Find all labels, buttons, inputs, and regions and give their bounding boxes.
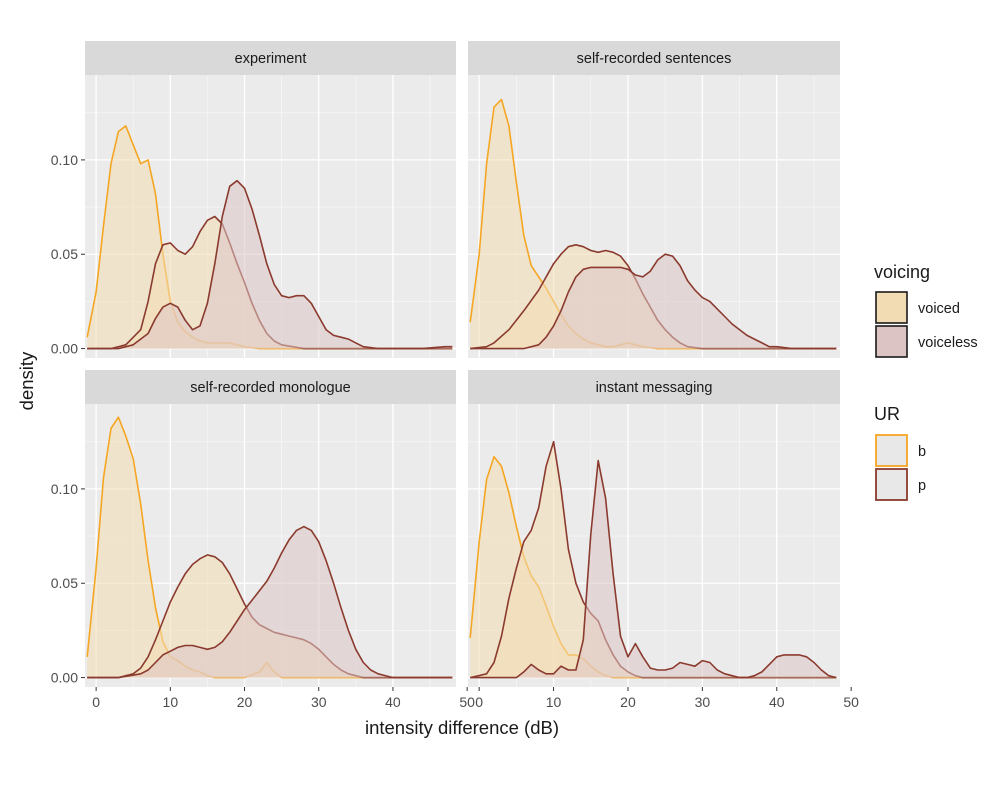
density-layer bbox=[86, 125, 453, 350]
x-tick-label: 10 bbox=[163, 694, 179, 710]
x-tick-label: 30 bbox=[695, 694, 711, 710]
legend-label-voiced: voiced bbox=[918, 301, 960, 317]
x-tick-label: 0 bbox=[92, 694, 100, 710]
legend-voicing: voicing voiced voiceless bbox=[874, 262, 978, 358]
facet-strip bbox=[85, 370, 456, 404]
y-tick-label: 0.10 bbox=[51, 152, 78, 168]
facet-panel-4: instant messaging 0 10 20 30 40 50 bbox=[468, 370, 859, 710]
facet-title: self-recorded sentences bbox=[577, 51, 732, 67]
x-tick-label: 40 bbox=[385, 694, 401, 710]
y-tick-label: 0.00 bbox=[51, 670, 78, 686]
legend-swatch-b bbox=[875, 434, 908, 467]
legend-voicing-title: voicing bbox=[874, 262, 930, 282]
y-tick-label: 0.05 bbox=[51, 246, 78, 262]
facet-strip bbox=[468, 41, 840, 75]
x-tick-label: 50 bbox=[843, 694, 859, 710]
facet-panel-1: experiment 0.00 0.05 0.10 bbox=[51, 41, 468, 358]
legend-swatch-voiced bbox=[875, 291, 908, 324]
y-tick-label: 0.00 bbox=[51, 341, 78, 357]
facet-panel-2: self-recorded sentences bbox=[468, 41, 852, 358]
x-tick-label: 40 bbox=[769, 694, 785, 710]
density-area-voiceless-p bbox=[87, 180, 453, 349]
legend-ur-title: UR bbox=[874, 404, 900, 424]
x-tick-label: 0 bbox=[475, 694, 483, 710]
y-axis-title: density bbox=[16, 351, 37, 410]
legend-label-p: p bbox=[918, 478, 926, 494]
y-tick-label: 0.10 bbox=[51, 481, 78, 497]
density-layer bbox=[469, 98, 837, 350]
density-area-voiceless-p bbox=[470, 254, 837, 349]
facet-panel-3: self-recorded monologue 0.00 0.05 0.10 0 10 20… bbox=[51, 370, 475, 710]
facet-title: experiment bbox=[235, 51, 307, 67]
density-area-voiced-b bbox=[87, 417, 453, 678]
facet-strip bbox=[85, 41, 456, 75]
density-line-voiceless-p bbox=[87, 179, 453, 350]
legend-label-voiceless: voiceless bbox=[918, 335, 978, 351]
density-area-voiced-b bbox=[470, 99, 837, 349]
legend-label-b: b bbox=[918, 444, 926, 460]
x-axis-title: intensity difference (dB) bbox=[365, 717, 559, 738]
facet-title: self-recorded monologue bbox=[190, 380, 350, 396]
density-layer bbox=[469, 440, 837, 679]
legend-swatch-voiceless bbox=[875, 325, 908, 358]
y-tick-label: 0.05 bbox=[51, 575, 78, 591]
x-tick-label: 50 bbox=[459, 694, 475, 710]
density-line-voiceless-p bbox=[470, 253, 837, 350]
legend-ur: UR b p bbox=[874, 404, 926, 501]
x-tick-label: 20 bbox=[237, 694, 253, 710]
density-line-voiceless-p bbox=[87, 525, 453, 679]
facet-title: instant messaging bbox=[596, 380, 713, 396]
x-tick-label: 30 bbox=[311, 694, 327, 710]
density-layer bbox=[86, 416, 453, 679]
x-tick-label: 20 bbox=[620, 694, 636, 710]
density-area-voiceless-p bbox=[87, 526, 453, 678]
facet-strip bbox=[468, 370, 840, 404]
legend-swatch-p bbox=[875, 468, 908, 501]
density-area-voiceless-p bbox=[470, 460, 837, 678]
x-tick-label: 10 bbox=[546, 694, 562, 710]
density-line-voiceless-p bbox=[470, 459, 837, 679]
